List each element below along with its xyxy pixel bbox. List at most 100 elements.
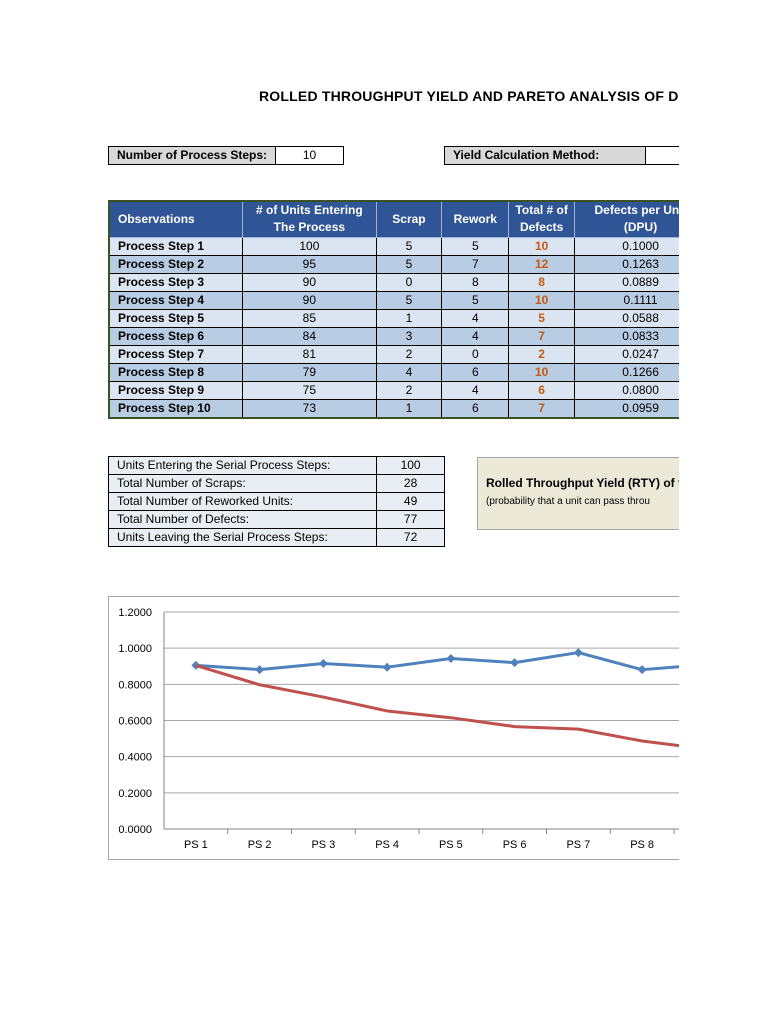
units-cell[interactable]: 90: [242, 272, 377, 292]
step-name[interactable]: Process Step 5: [108, 308, 244, 328]
summary-table: Units Entering the Serial Process Steps:…: [107, 456, 445, 547]
rework-cell[interactable]: 6: [441, 398, 510, 418]
y-tick-label: 0.4000: [118, 752, 152, 764]
y-tick-label: 1.0000: [118, 643, 152, 655]
rework-cell[interactable]: 5: [441, 290, 510, 310]
units-cell[interactable]: 95: [242, 254, 377, 274]
table-row: Process Step 8 79 4 6 10 0.1266: [108, 362, 679, 382]
dpu-cell[interactable]: 0.0889: [574, 272, 679, 292]
dpu-cell[interactable]: 0.0588: [574, 308, 679, 328]
step-name[interactable]: Process Step 4: [108, 290, 244, 310]
summary-row: Units Leaving the Serial Process Steps: …: [107, 528, 445, 547]
defects-cell[interactable]: 5: [508, 308, 576, 328]
summary-label: Total Number of Defects:: [107, 510, 378, 529]
step-name[interactable]: Process Step 2: [108, 254, 244, 274]
units-cell[interactable]: 85: [242, 308, 377, 328]
table-row: Process Step 7 81 2 0 2 0.0247: [108, 344, 679, 364]
rework-cell[interactable]: 0: [441, 344, 510, 364]
scrap-cell[interactable]: 4: [375, 362, 443, 382]
method-label: Yield Calculation Method:: [444, 146, 646, 165]
summary-value[interactable]: 72: [376, 528, 445, 547]
defects-cell[interactable]: 7: [508, 398, 576, 418]
summary-label: Total Number of Scraps:: [107, 474, 378, 493]
scrap-cell[interactable]: 2: [375, 380, 443, 400]
defects-cell[interactable]: 2: [508, 344, 576, 364]
summary-value[interactable]: 49: [376, 492, 445, 511]
table-row: Process Step 3 90 0 8 8 0.0889: [108, 272, 679, 292]
rework-cell[interactable]: 7: [441, 254, 510, 274]
table-row: Process Step 4 90 5 5 10 0.1111: [108, 290, 679, 310]
rework-cell[interactable]: 4: [441, 326, 510, 346]
header-observations: Observations: [108, 200, 244, 238]
dpu-cell[interactable]: 0.0833: [574, 326, 679, 346]
units-cell[interactable]: 79: [242, 362, 377, 382]
dpu-cell[interactable]: 0.1266: [574, 362, 679, 382]
table-row: Process Step 10 73 1 6 7 0.0959: [108, 398, 679, 418]
x-tick-label: PS 4: [375, 839, 399, 851]
rework-cell[interactable]: 4: [441, 380, 510, 400]
y-tick-label: 0.6000: [118, 716, 152, 728]
header-scrap: Scrap: [375, 200, 443, 238]
defects-cell[interactable]: 7: [508, 326, 576, 346]
summary-label: Units Leaving the Serial Process Steps:: [107, 528, 378, 547]
yield-chart[interactable]: 0.0000 0.2000 0.4000 0.6000 0.8000 1.0000 1.20…: [108, 596, 679, 860]
scrap-cell[interactable]: 0: [375, 272, 443, 292]
rework-cell[interactable]: 5: [441, 236, 510, 256]
table-row: Process Step 1 100 5 5 10 0.1000: [108, 236, 679, 256]
units-cell[interactable]: 100: [242, 236, 377, 256]
series-line-1: [195, 651, 679, 672]
data-point: [318, 659, 328, 669]
units-cell[interactable]: 81: [242, 344, 377, 364]
scrap-cell[interactable]: 5: [375, 290, 443, 310]
rework-cell[interactable]: 8: [441, 272, 510, 292]
table-row: Process Step 5 85 1 4 5 0.0588: [108, 308, 679, 328]
dpu-cell[interactable]: 0.1111: [574, 290, 679, 310]
defects-cell[interactable]: 12: [508, 254, 576, 274]
defects-cell[interactable]: 10: [508, 362, 576, 382]
units-cell[interactable]: 84: [242, 326, 377, 346]
y-tick-label: 0.2000: [118, 788, 152, 800]
scrap-cell[interactable]: 1: [375, 398, 443, 418]
step-name[interactable]: Process Step 7: [108, 344, 244, 364]
header-total-defects: Total # of Defects: [508, 200, 576, 238]
x-tick-label: PS 3: [311, 839, 335, 851]
dpu-cell[interactable]: 0.0800: [574, 380, 679, 400]
step-name[interactable]: Process Step 9: [108, 380, 244, 400]
data-point: [573, 648, 583, 658]
summary-value[interactable]: 77: [376, 510, 445, 529]
defects-cell[interactable]: 8: [508, 272, 576, 292]
units-cell[interactable]: 90: [242, 290, 377, 310]
dpu-cell[interactable]: 0.1263: [574, 254, 679, 274]
step-name[interactable]: Process Step 3: [108, 272, 244, 292]
dpu-cell[interactable]: 0.1000: [574, 236, 679, 256]
y-tick-label: 0.0000: [118, 824, 152, 836]
summary-row: Total Number of Scraps: 28: [107, 474, 445, 493]
scrap-cell[interactable]: 2: [375, 344, 443, 364]
y-tick-label: 1.2000: [118, 607, 152, 619]
rework-cell[interactable]: 6: [441, 362, 510, 382]
rty-box: Rolled Throughput Yield (RTY) of th (pro…: [477, 457, 679, 530]
scrap-cell[interactable]: 3: [375, 326, 443, 346]
summary-row: Units Entering the Serial Process Steps:…: [107, 456, 445, 475]
rework-cell[interactable]: 4: [441, 308, 510, 328]
step-name[interactable]: Process Step 6: [108, 326, 244, 346]
scrap-cell[interactable]: 1: [375, 308, 443, 328]
steps-input[interactable]: 10: [275, 146, 344, 165]
header-units-entering: # of Units Entering The Process: [242, 200, 377, 238]
dpu-cell[interactable]: 0.0959: [574, 398, 679, 418]
process-steps-table: Observations # of Units Entering The Pro…: [108, 200, 679, 419]
summary-value[interactable]: 28: [376, 474, 445, 493]
defects-cell[interactable]: 10: [508, 290, 576, 310]
defects-cell[interactable]: 6: [508, 380, 576, 400]
defects-cell[interactable]: 10: [508, 236, 576, 256]
dpu-cell[interactable]: 0.0247: [574, 344, 679, 364]
summary-value[interactable]: 100: [376, 456, 445, 475]
scrap-cell[interactable]: 5: [375, 236, 443, 256]
units-cell[interactable]: 73: [242, 398, 377, 418]
scrap-cell[interactable]: 5: [375, 254, 443, 274]
step-name[interactable]: Process Step 8: [108, 362, 244, 382]
step-name[interactable]: Process Step 1: [108, 236, 244, 256]
units-cell[interactable]: 75: [242, 380, 377, 400]
step-name[interactable]: Process Step 10: [108, 398, 244, 418]
method-select[interactable]: [645, 146, 679, 165]
